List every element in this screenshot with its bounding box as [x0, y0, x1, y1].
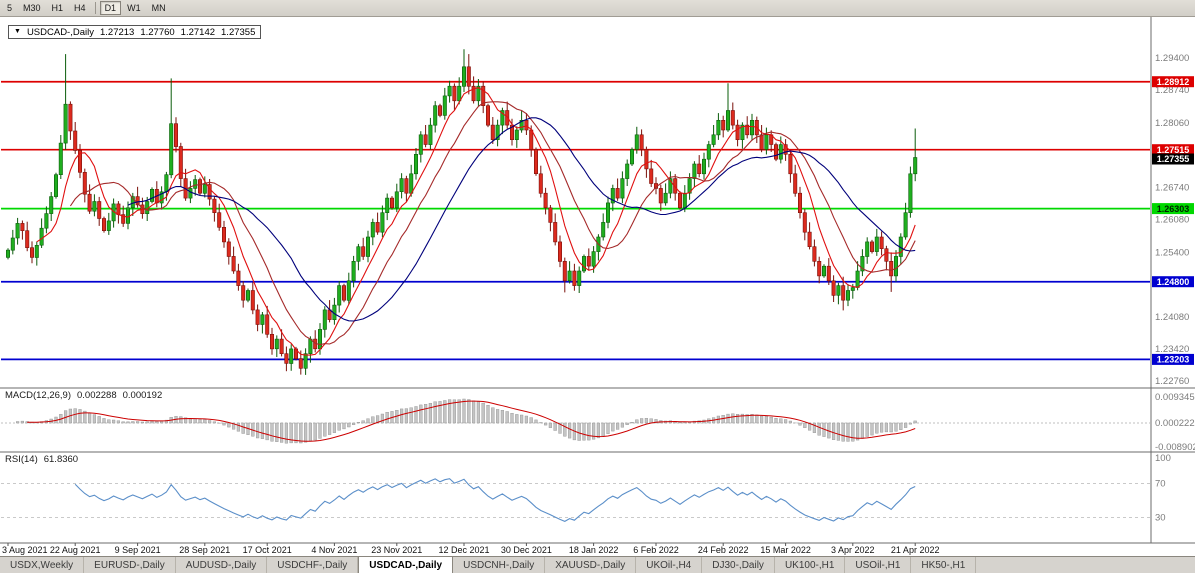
tab-hk50-h1[interactable]: HK50-,H1: [911, 557, 977, 573]
svg-text:30 Dec 2021: 30 Dec 2021: [501, 545, 552, 555]
ma-line-7: [36, 87, 916, 356]
tab-eurusd-daily[interactable]: EURUSD-,Daily: [84, 557, 176, 573]
svg-text:1.24080: 1.24080: [1155, 312, 1189, 323]
tab-usdcad-daily[interactable]: USDCAD-,Daily: [358, 557, 454, 573]
axis-box-1.28912: 1.28912: [1152, 76, 1194, 88]
macd-title: MACD(12,26,9) 0.002288 0.000192: [5, 390, 162, 401]
macd-axis-label: -0.008902: [1155, 442, 1195, 453]
ma-line-14: [69, 101, 916, 346]
tab-usdx-weekly[interactable]: USDX,Weekly: [0, 557, 85, 573]
time-axis: 3 Aug 2021 22 Aug 2021 9 Sep 2021 28 Sep 20…: [2, 543, 939, 555]
rsi-title: RSI(14) 61.8360: [5, 454, 78, 465]
rsi-axis-label: 30: [1155, 513, 1166, 524]
timeframe-5[interactable]: 5: [2, 1, 17, 15]
svg-text:1.28740: 1.28740: [1155, 85, 1189, 96]
svg-text:22 Aug 2021: 22 Aug 2021: [50, 545, 101, 555]
svg-text:1.25400: 1.25400: [1155, 248, 1189, 259]
timeframe-w1[interactable]: W1: [122, 1, 146, 15]
rsi-axis-label: 100: [1155, 453, 1171, 464]
axis-box-1.23203: 1.23203: [1152, 353, 1194, 365]
svg-text:1.28060: 1.28060: [1155, 118, 1189, 129]
svg-text:3 Aug 2021: 3 Aug 2021: [2, 545, 48, 555]
timeframe-h1[interactable]: H1: [47, 1, 69, 15]
svg-text:17 Oct 2021: 17 Oct 2021: [243, 545, 292, 555]
svg-text:1.23203: 1.23203: [1157, 355, 1190, 365]
macd-main-value: 0.002288: [77, 390, 117, 401]
tab-xauusd-daily[interactable]: XAUUSD-,Daily: [545, 557, 637, 573]
candles-layer: [6, 49, 918, 375]
svg-text:1.27515: 1.27515: [1157, 145, 1190, 155]
macd-signal-value: 0.000192: [122, 390, 163, 401]
axis-box-1.26303: 1.26303: [1152, 203, 1194, 215]
chart-tabs: USDX,Weekly EURUSD-,Daily AUDUSD-,Daily USD…: [0, 556, 1195, 573]
timeframe-mn[interactable]: MN: [147, 1, 171, 15]
tab-dj30-daily[interactable]: DJ30-,Daily: [702, 557, 775, 573]
timeframe-m30[interactable]: M30: [18, 1, 46, 15]
toolbar-separator: [94, 2, 96, 14]
svg-text:23 Nov 2021: 23 Nov 2021: [371, 545, 422, 555]
timeframe-d1[interactable]: D1: [99, 1, 122, 15]
ohlc-open-value: 1.27213: [99, 26, 135, 38]
rsi-axis-label: 70: [1155, 479, 1166, 490]
axis-box-1.24800: 1.24800: [1152, 276, 1194, 288]
svg-text:24 Feb 2022: 24 Feb 2022: [698, 545, 749, 555]
svg-text:18 Jan 2022: 18 Jan 2022: [569, 545, 619, 555]
svg-text:1.27355: 1.27355: [1157, 154, 1190, 164]
axis-box-1.27515: 1.27515: [1152, 144, 1194, 156]
svg-text:1.26080: 1.26080: [1155, 214, 1189, 225]
svg-text:15 Mar 2022: 15 Mar 2022: [760, 545, 811, 555]
macd-indicator-name: MACD(12,26,9): [5, 390, 71, 401]
svg-text:1.26740: 1.26740: [1155, 182, 1189, 193]
svg-text:1.24800: 1.24800: [1157, 277, 1190, 287]
price-axis-labels: 1.29400 1.28740 1.28060 1.26740 1.26080 1.254…: [1155, 53, 1189, 387]
ohlc-low-value: 1.27142: [180, 26, 216, 38]
ohlc-close-value: 1.27355: [221, 26, 256, 38]
svg-text:1.22760: 1.22760: [1155, 376, 1189, 387]
svg-text:6 Feb 2022: 6 Feb 2022: [633, 545, 679, 555]
svg-text:9 Sep 2021: 9 Sep 2021: [115, 545, 161, 555]
price-chart: 1.29400 1.28740 1.28060 1.26740 1.26080 1.254…: [0, 17, 1195, 557]
tab-usdchf-daily[interactable]: USDCHF-,Daily: [267, 557, 359, 573]
tab-usdcnh-daily[interactable]: USDCNH-,Daily: [453, 557, 546, 573]
chart-info-box[interactable]: ▼ USDCAD-,Daily 1.27213 1.27760 1.27142 …: [8, 25, 262, 39]
tab-ukoil-h4[interactable]: UKOil-,H4: [636, 557, 703, 573]
svg-text:1.28912: 1.28912: [1157, 77, 1190, 87]
timeframe-h4[interactable]: H4: [69, 1, 91, 15]
rsi-value: 61.8360: [43, 454, 79, 465]
svg-text:3 Apr 2022: 3 Apr 2022: [831, 545, 875, 555]
current-price-box: 1.27355: [1152, 153, 1194, 165]
ohlc-high-value: 1.27760: [140, 26, 175, 38]
svg-text:21 Apr 2022: 21 Apr 2022: [891, 545, 940, 555]
svg-text:28 Sep 2021: 28 Sep 2021: [179, 545, 230, 555]
tab-uk100-h1[interactable]: UK100-,H1: [775, 557, 846, 573]
macd-signal-line: [27, 400, 916, 442]
tab-usoil-h1[interactable]: USOil-,H1: [845, 557, 912, 573]
svg-text:1.29400: 1.29400: [1155, 53, 1189, 64]
rsi-indicator-name: RSI(14): [5, 454, 38, 465]
rsi-line: [74, 478, 916, 523]
svg-text:1.26303: 1.26303: [1157, 204, 1190, 214]
tab-audusd-daily[interactable]: AUDUSD-,Daily: [176, 557, 268, 573]
svg-text:12 Dec 2021: 12 Dec 2021: [438, 545, 489, 555]
timeframe-toolbar: 5 M30 H1 H4 D1 W1 MN: [0, 0, 1195, 17]
collapse-arrow-icon[interactable]: ▼: [14, 28, 21, 35]
macd-axis-label: 0.000222: [1155, 418, 1195, 429]
chart-symbol-label: USDCAD-,Daily: [26, 26, 94, 38]
macd-axis-label: 0.009345: [1155, 392, 1195, 403]
ma-line-26: [127, 117, 916, 322]
svg-text:1.23420: 1.23420: [1155, 344, 1189, 355]
svg-text:4 Nov 2021: 4 Nov 2021: [311, 545, 357, 555]
